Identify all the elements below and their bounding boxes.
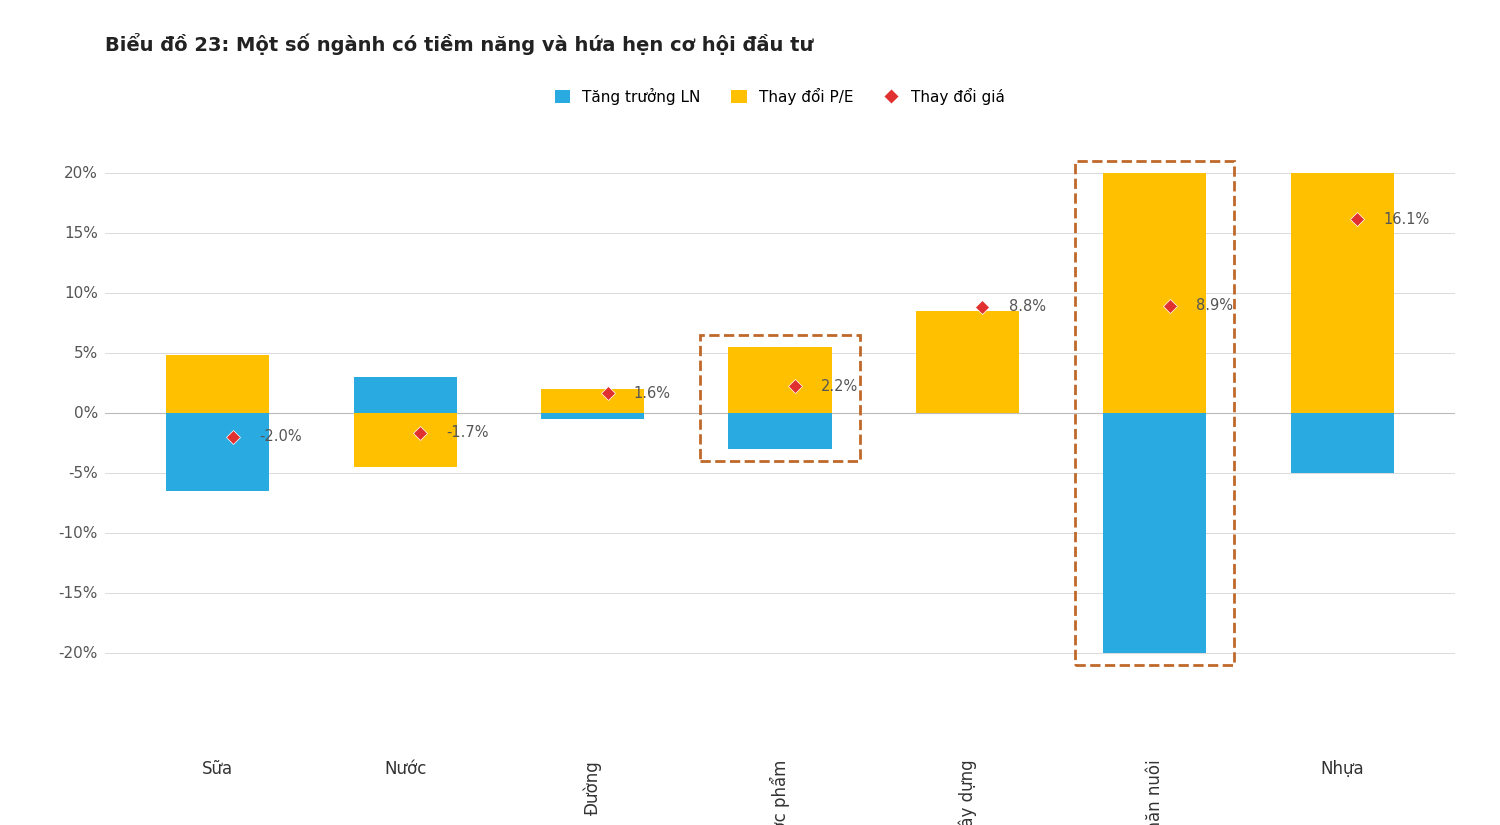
Bar (1290, 412, 1394, 473)
Bar (729, 346, 831, 412)
Bar (700, 334, 859, 460)
Legend: Tăng trưởng LN, Thay đổi P/E, Thay đổi giá: Tăng trưởng LN, Thay đổi P/E, Thay đổi g… (555, 87, 1005, 105)
Text: 1.6%: 1.6% (634, 386, 670, 401)
Bar (354, 376, 458, 412)
Text: 16.1%: 16.1% (1383, 212, 1429, 227)
Bar (166, 355, 270, 412)
Text: 2.2%: 2.2% (821, 379, 858, 394)
Text: Biểu đồ 23: Một số ngành có tiềm năng và hứa hẹn cơ hội đầu tư: Biểu đồ 23: Một số ngành có tiềm năng và… (105, 33, 813, 55)
Bar (916, 407, 1019, 412)
Text: 8.9%: 8.9% (1196, 298, 1233, 314)
Bar (729, 412, 831, 449)
Bar (354, 412, 458, 466)
Text: 8.8%: 8.8% (1008, 299, 1046, 314)
Bar (542, 389, 644, 412)
Bar (1290, 172, 1394, 412)
Bar (916, 310, 1019, 412)
Text: -2.0%: -2.0% (260, 429, 302, 444)
Text: -1.7%: -1.7% (447, 426, 489, 441)
Bar (1076, 161, 1234, 664)
Bar (542, 412, 644, 418)
Bar (166, 412, 270, 491)
Bar (1102, 412, 1206, 653)
Bar (1102, 172, 1206, 412)
